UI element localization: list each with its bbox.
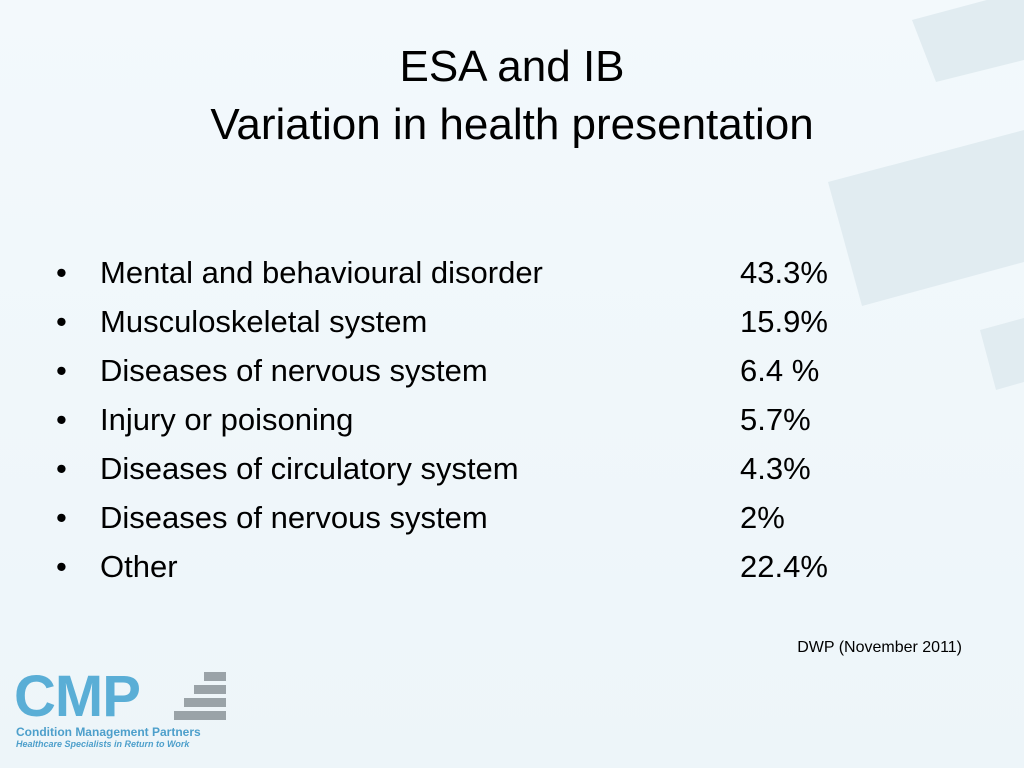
item-label: Mental and behavioural disorder [100,255,543,290]
company-logo: CMP Condition Management Partners Health… [14,668,234,750]
list-item: • Diseases of circulatory system 4.3% [56,444,876,493]
bullet-icon: • [56,353,67,388]
item-value: 4.3% [740,451,811,486]
logo-letters: CMP [14,664,141,729]
title-line-1: ESA and IB [399,42,625,91]
bullet-icon: • [56,500,67,535]
bullet-icon: • [56,255,67,290]
statistics-list: • Mental and behavioural disorder 43.3% … [56,248,876,591]
item-label: Injury or poisoning [100,402,354,437]
item-value: 2% [740,500,785,535]
list-item: • Mental and behavioural disorder 43.3% [56,248,876,297]
item-value: 43.3% [740,255,828,290]
bullet-icon: • [56,549,67,584]
list-item: • Injury or poisoning 5.7% [56,395,876,444]
item-label: Diseases of nervous system [100,500,488,535]
bullet-icon: • [56,402,67,437]
title-line-2: Variation in health presentation [210,100,814,149]
item-value: 5.7% [740,402,811,437]
logo-company-name: Condition Management Partners [16,725,201,739]
bullet-icon: • [56,304,67,339]
list-item: • Other 22.4% [56,542,876,591]
decor-bar-lower [980,318,1024,390]
item-label: Other [100,549,178,584]
list-item: • Diseases of nervous system 2% [56,493,876,542]
list-item: • Musculoskeletal system 15.9% [56,297,876,346]
logo-tagline: Healthcare Specialists in Return to Work [16,739,190,749]
item-label: Diseases of nervous system [100,353,488,388]
bullet-icon: • [56,451,67,486]
source-citation: DWP (November 2011) [797,639,962,656]
item-label: Musculoskeletal system [100,304,428,339]
stacked-bars-icon [174,672,226,720]
item-value: 6.4 % [740,353,820,388]
item-value: 22.4% [740,549,828,584]
item-value: 15.9% [740,304,828,339]
list-item: • Diseases of nervous system 6.4 % [56,346,876,395]
item-label: Diseases of circulatory system [100,451,519,486]
slide-title: ESA and IB Variation in health presentat… [0,38,1024,154]
